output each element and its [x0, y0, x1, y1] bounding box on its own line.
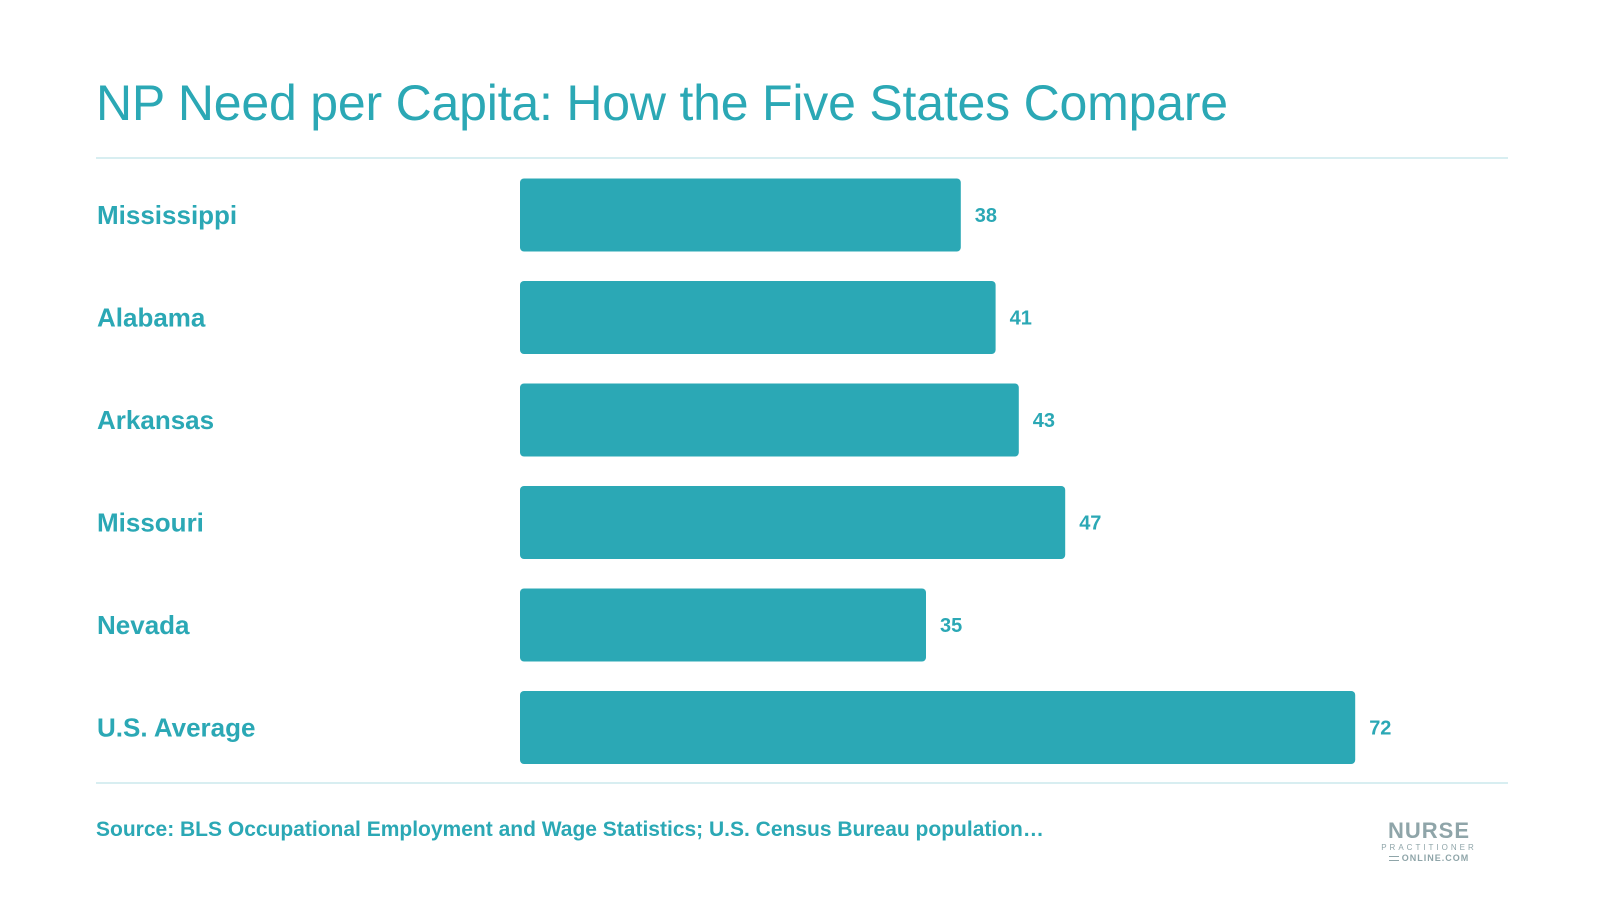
chart-title: NP Need per Capita: How the Five States …: [96, 75, 1228, 131]
value-label: 35: [940, 615, 962, 637]
value-label: 43: [1033, 410, 1055, 432]
category-label: Nevada: [97, 610, 190, 640]
logo-line-nurse: NURSE: [1387, 818, 1470, 843]
logo-line-site: ONLINE.COM: [1401, 853, 1470, 863]
category-label: Mississippi: [97, 200, 237, 230]
bar: [520, 486, 1066, 559]
category-label: Missouri: [97, 508, 204, 538]
category-label: Alabama: [97, 303, 206, 333]
category-label: Arkansas: [97, 405, 214, 435]
bar: [520, 281, 996, 354]
bar: [520, 691, 1356, 764]
logo-site-row: ONLINE.COM: [1372, 853, 1486, 863]
value-label: 38: [975, 205, 997, 227]
value-label: 41: [1010, 308, 1032, 330]
footer-divider: [96, 782, 1508, 784]
bar: [520, 588, 926, 662]
logo-dash-left: [1388, 855, 1399, 861]
value-label: 47: [1079, 513, 1101, 535]
source-note: Source: BLS Occupational Employment and …: [96, 818, 1044, 841]
logo-line-practitioner: PRACTITIONER: [1381, 843, 1477, 852]
bar: [520, 178, 961, 252]
category-label: U.S. Average: [97, 713, 255, 743]
brand-logo: NURSE PRACTITIONER ONLINE.COM: [1372, 818, 1486, 864]
title-divider: [96, 157, 1508, 159]
bar: [520, 383, 1019, 457]
value-label: 72: [1369, 718, 1391, 740]
